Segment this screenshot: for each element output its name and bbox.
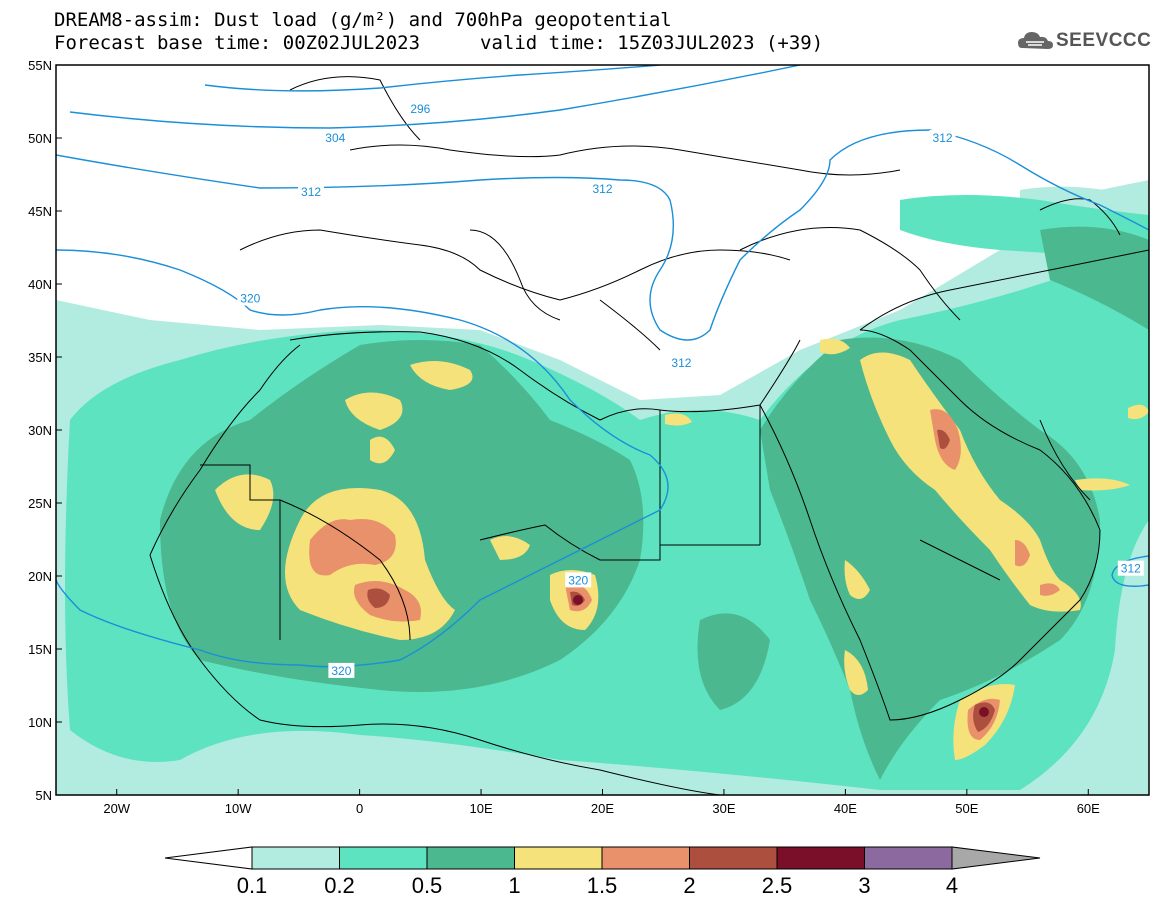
- lat-label: 40N: [28, 277, 52, 292]
- contour-label: 320: [568, 573, 588, 587]
- dust-layer-2.0: [367, 429, 995, 732]
- lat-label: 35N: [28, 350, 52, 365]
- lon-label: 50E: [955, 801, 978, 816]
- contour-label: 312: [933, 131, 953, 145]
- contour-label: 296: [410, 102, 430, 116]
- contour-label: 304: [325, 131, 345, 145]
- colorbar-swatch: [776, 846, 865, 870]
- lat-label: 45N: [28, 204, 52, 219]
- colorbar-label: 1.5: [587, 873, 618, 898]
- contour-label-bg: [237, 290, 264, 306]
- contour-label-bg: [565, 572, 592, 588]
- map-plot-area: 296 304 312 312 312 312 312 320 320 320: [56, 65, 1149, 795]
- colorbar-label: 0.5: [412, 873, 443, 898]
- geopotential-contours: [56, 65, 1149, 668]
- contour-label-bg: [668, 354, 695, 370]
- colorbar-label: 2: [683, 873, 695, 898]
- lat-label: 50N: [28, 131, 52, 146]
- colorbar-swatch: [864, 846, 953, 870]
- seevccc-logo-icon: [1018, 32, 1053, 49]
- contour-label-bg: [328, 662, 355, 678]
- contour-label: 312: [592, 182, 612, 196]
- contour-label: 312: [301, 185, 321, 199]
- contour-label-bg: [322, 130, 349, 145]
- colorbar-under-arrow: [164, 846, 253, 870]
- contour-label-bg: [1117, 560, 1144, 576]
- lat-label: 20N: [28, 569, 52, 584]
- colorbar-label: 4: [946, 873, 958, 898]
- colorbar-swatch: [689, 846, 778, 870]
- colorbar-swatch: [251, 846, 340, 870]
- contour-labels: 296 304 312 312 312 312 312 320 320 320: [237, 100, 1144, 678]
- colorbar-swatch: [426, 846, 515, 870]
- contour-label-bg: [589, 181, 616, 197]
- lon-label: 60E: [1077, 801, 1100, 816]
- forecast-base-time: Forecast base time: 00Z02JUL2023: [54, 32, 421, 54]
- dust-layer-2.5: [573, 595, 989, 717]
- lon-label: 20E: [591, 801, 614, 816]
- lon-label: 40E: [834, 801, 857, 816]
- lon-label: 0: [356, 801, 363, 816]
- colorbar-label: 0.1: [237, 873, 268, 898]
- lat-label: 10N: [28, 715, 52, 730]
- lon-label: 30E: [712, 801, 735, 816]
- colorbar-swatch: [339, 846, 428, 870]
- lat-label: 30N: [28, 423, 52, 438]
- logo-text: SEEVCCC: [1056, 30, 1152, 51]
- colorbar-label: 1: [508, 873, 520, 898]
- lat-label: 55N: [28, 58, 52, 73]
- lat-label: 5N: [35, 788, 52, 803]
- contour-label-bg: [929, 130, 956, 145]
- colorbar-over-arrow: [951, 846, 1041, 870]
- contour-label: 320: [331, 664, 351, 678]
- colorbar-swatch: [601, 846, 690, 870]
- country-borders: [149, 76, 1149, 795]
- map-title: DREAM8-assim: Dust load (g/m²) and 700hP…: [54, 9, 672, 31]
- colorbar-label: 3: [858, 873, 870, 898]
- contour-label-bg: [298, 184, 325, 200]
- lat-label: 25N: [28, 496, 52, 511]
- colorbar-swatch: [514, 846, 603, 870]
- colorbar-label: 2.5: [762, 873, 793, 898]
- contour-label: 320: [240, 292, 260, 306]
- colorbar: 0.1 0.2 0.5 1 1.5 2 2.5 3 4: [164, 846, 1041, 898]
- map-axes: 55N 50N 45N 40N 35N 30N 25N 20N 15N 10N 5N 20W 10W 0 1…: [28, 58, 1100, 816]
- lon-label: 20W: [103, 801, 130, 816]
- valid-time: valid time: 15Z03JUL2023 (+39): [480, 32, 824, 54]
- lon-label: 10E: [469, 801, 492, 816]
- contour-label: 312: [671, 356, 691, 370]
- colorbar-label: 0.2: [324, 873, 355, 898]
- lat-label: 15N: [28, 642, 52, 657]
- lon-label: 10W: [225, 801, 252, 816]
- contour-label: 312: [1121, 562, 1141, 576]
- contour-label-bg: [407, 100, 434, 116]
